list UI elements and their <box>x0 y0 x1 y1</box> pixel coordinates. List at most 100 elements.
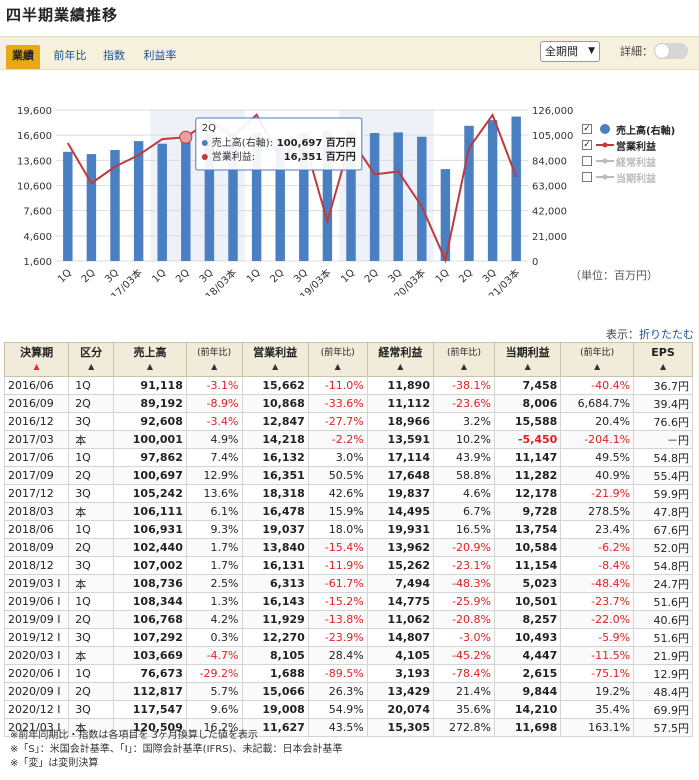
sort-arrow-icon[interactable]: ▲ <box>146 362 154 371</box>
collapse-link[interactable]: 折りたたむ <box>639 328 694 341</box>
detail-toggle[interactable] <box>654 43 688 59</box>
sales-bar[interactable] <box>204 134 215 261</box>
tab-gyoseki[interactable]: 業績 <box>6 45 40 69</box>
legend-item-ordinary[interactable]: 経常利益 <box>582 153 692 169</box>
tab-margin[interactable]: 利益率 <box>143 49 177 62</box>
table-cell: 8,105 <box>241 646 309 665</box>
legend-checkbox-op[interactable]: ✓ <box>582 140 592 150</box>
table-cell: 4.9% <box>185 430 243 449</box>
column-header-label: (前年比) <box>197 348 232 358</box>
column-header[interactable]: 経常利益 ▲ <box>366 342 435 377</box>
period-select-value: 全期間 <box>545 45 578 58</box>
table-cell: 2018/12 <box>3 556 70 575</box>
sales-bar[interactable] <box>440 169 451 261</box>
table-cell: 0.3% <box>185 628 243 647</box>
sales-bar[interactable] <box>511 116 521 262</box>
unit-note: （単位：百万円） <box>570 269 658 282</box>
column-header: (前年比) ▲ <box>185 342 243 377</box>
left-axis-tick-label: 19,600 <box>17 106 52 117</box>
sales-bar[interactable] <box>157 143 167 261</box>
column-header[interactable]: 営業利益 ▲ <box>241 342 309 377</box>
legend-item-op[interactable]: ✓ 営業利益 <box>582 137 692 153</box>
sales-bar[interactable] <box>86 154 97 261</box>
sales-bar[interactable] <box>133 141 144 261</box>
table-cell: 21.9円 <box>633 646 693 665</box>
table-cell: -3.4% <box>185 412 243 431</box>
table-cell: 2Q <box>68 394 115 413</box>
sales-bar[interactable] <box>181 140 191 261</box>
sort-arrow-icon[interactable]: ▲ <box>272 362 279 371</box>
legend-checkbox-sales[interactable]: ✓ <box>582 124 592 134</box>
sort-arrow-icon[interactable]: ▲ <box>334 362 341 371</box>
sales-bar[interactable] <box>322 130 333 261</box>
table-cell: 28.4% <box>307 646 368 665</box>
sales-bar[interactable] <box>487 120 498 261</box>
right-axis-tick-label: 42,000 <box>532 207 567 218</box>
sales-bar[interactable] <box>275 138 285 261</box>
column-header[interactable]: 当期利益 ▲ <box>493 342 562 377</box>
chart-legend: ✓ 売上高(右軸) ✓ 営業利益 経常利益 当期利益 <box>582 121 692 185</box>
legend-item-sales[interactable]: ✓ 売上高(右軸) <box>582 121 692 137</box>
table-cell: 9,728 <box>493 502 562 521</box>
table-cell: 20,074 <box>366 700 435 719</box>
sales-bar[interactable] <box>346 131 356 261</box>
sort-arrow-icon[interactable]: ▲ <box>460 362 468 371</box>
tooltip-title: 2Q <box>202 123 216 134</box>
table-cell: 3,193 <box>366 664 435 683</box>
sales-bar[interactable] <box>464 125 474 261</box>
tab-yoy[interactable]: 前年比 <box>53 49 87 62</box>
sales-bar[interactable] <box>110 150 120 261</box>
right-axis-tick-label: 0 <box>532 257 538 268</box>
sort-arrow-icon[interactable]: ▲ <box>594 362 601 371</box>
sort-arrow-icon[interactable]: ▲ <box>211 362 218 371</box>
tab-index[interactable]: 指数 <box>103 49 125 62</box>
period-select[interactable]: 全期間 ▼ <box>540 41 600 62</box>
highlighted-point[interactable] <box>179 130 193 144</box>
table-cell: 15,305 <box>366 718 435 737</box>
table-row: 2017/03 本 100,001 4.9% 14,218 -2.2% 13,591 10.2… <box>3 430 693 449</box>
legend-checkbox-ordinary[interactable] <box>582 156 592 166</box>
table-cell: 120,509 <box>113 718 187 737</box>
column-header[interactable]: EPS ▲ <box>633 342 693 377</box>
sales-bar[interactable] <box>228 133 238 261</box>
sort-arrow-icon[interactable]: ▲ <box>397 362 404 371</box>
sales-bar[interactable] <box>417 136 427 261</box>
table-cell: 19,008 <box>241 700 309 719</box>
legend-checkbox-net[interactable] <box>582 172 592 182</box>
table-cell: 2020/03 I <box>3 646 70 665</box>
table-cell: 6.7% <box>433 502 495 521</box>
table-cell: 1Q <box>68 664 115 683</box>
legend-item-net[interactable]: 当期利益 <box>582 169 692 185</box>
sales-bar[interactable] <box>299 132 309 261</box>
table-cell: 19.2% <box>560 682 635 701</box>
table-cell: -61.7% <box>307 574 368 593</box>
sort-arrow-icon[interactable]: ▲ <box>659 362 667 371</box>
sort-arrow-icon[interactable]: ▲ <box>88 362 95 371</box>
sort-arrow-icon[interactable]: ▲ <box>33 362 40 371</box>
table-cell: 本 <box>68 646 115 665</box>
table-cell: 18.0% <box>307 520 368 539</box>
table-cell: 16,131 <box>241 556 309 575</box>
x-axis-tick-label: 1Q <box>150 267 168 285</box>
sales-bar[interactable] <box>251 132 262 261</box>
table-cell: 11,147 <box>493 448 562 467</box>
x-axis-tick-label: 1Q <box>339 267 357 285</box>
sales-bar[interactable] <box>63 151 73 261</box>
column-header[interactable]: 区分 ▲ <box>68 342 115 377</box>
table-cell: 6,313 <box>241 574 309 593</box>
table-cell: -13.8% <box>307 610 368 629</box>
table-cell: 15,066 <box>241 682 309 701</box>
table-cell: 48.4円 <box>633 682 693 701</box>
table-cell: 54.8円 <box>633 556 693 575</box>
table-row: 2016/09 2Q 89,192 -8.9% 10,868 -33.6% 11,112 -2… <box>3 394 693 413</box>
table-row: 2018/12 3Q 107,002 1.7% 16,131 -11.9% 15,262 -2… <box>3 556 693 575</box>
column-header[interactable]: 売上高 ▲ <box>113 342 187 377</box>
column-header[interactable]: 決算期 ▲ <box>3 342 70 377</box>
sales-bar[interactable] <box>369 133 380 261</box>
sales-bar[interactable] <box>393 132 403 261</box>
table-row: 2019/06 I 1Q 108,344 1.3% 16,143 -15.2% 14,775… <box>3 592 693 611</box>
footnote: ※前年同期比・指数は各項目を 3ヶ月換算した値を表示 <box>10 730 258 741</box>
table-cell: 14,807 <box>366 628 435 647</box>
table-cell: 7,458 <box>493 376 562 395</box>
sort-arrow-icon[interactable]: ▲ <box>524 362 531 371</box>
